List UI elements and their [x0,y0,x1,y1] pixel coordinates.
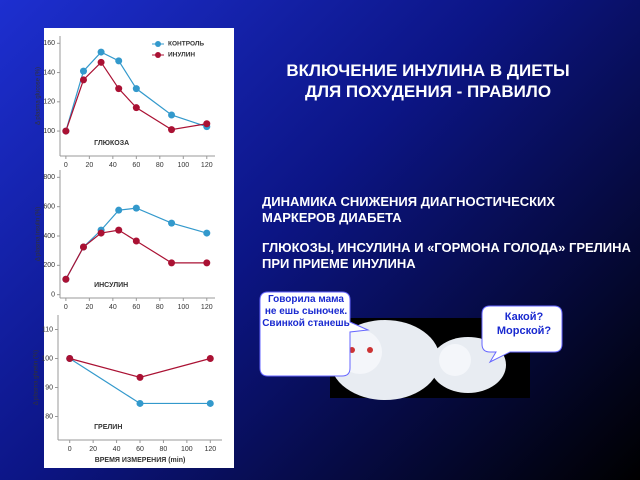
x-tick-label: 120 [201,162,213,169]
x-tick-label: 40 [109,304,117,311]
y-tick-label: 600 [43,204,55,211]
y-tick-label: 0 [51,292,55,299]
point [97,58,105,66]
y-tick-label: 80 [45,413,53,420]
point [136,399,144,407]
x-tick-label: 80 [156,162,164,169]
point [62,127,70,135]
y-tick-label: 140 [43,69,55,76]
x-tick-label: 60 [132,162,140,169]
point [115,85,123,93]
point [203,259,211,267]
panel-label: ИНСУЛИН [94,282,128,289]
point [115,226,123,234]
point [132,237,140,245]
y-tick-label: 120 [43,99,55,106]
point [132,104,140,112]
x-tick-label: 40 [109,162,117,169]
legend-swatch [155,41,161,47]
x-tick-label: 20 [85,304,93,311]
x-tick-label: 100 [177,162,189,169]
bubble-text: Какой? Морской? [496,311,552,337]
x-tick-label: 80 [156,304,164,311]
point [132,85,140,93]
x-tick-label: 100 [181,446,193,453]
point [79,67,87,75]
panel-label: ГЛЮКОЗА [94,140,129,147]
x-tick-label: 20 [89,446,97,453]
y-tick-label: 800 [43,174,55,181]
y-tick-label: 400 [43,233,55,240]
x-tick-label: 100 [177,304,189,311]
point [62,275,70,283]
y-tick-label: 110 [42,326,53,333]
x-tick-label: 0 [64,162,68,169]
x-tick-label: 120 [201,304,213,311]
point [136,373,144,381]
x-tick-label: 0 [64,304,68,311]
legend-label: КОНТРОЛЬ [168,41,204,48]
legend-label: ИНУЛИН [168,52,195,59]
point [206,355,214,362]
bubble [481,305,563,364]
bubble [259,291,370,377]
x-axis-label: ВРЕМЯ ИЗМЕРЕНИЯ (min) [95,457,186,464]
point [97,229,105,237]
x-tick-label: 60 [136,446,144,453]
x-tick-label: 120 [204,446,216,453]
point [79,243,87,251]
x-tick-label: 60 [132,304,140,311]
point [203,120,211,128]
point [132,204,140,212]
point [115,57,123,65]
x-tick-label: 40 [113,446,121,453]
y-tick-label: 160 [43,40,55,47]
x-tick-label: 20 [85,162,93,169]
point [115,206,123,214]
y-axis-label: Δ plasma insulin (%) [36,207,42,261]
y-axis-label: Δ plasma glucose (%) [36,67,42,125]
legend-swatch [155,52,161,58]
subtitle: ГЛЮКОЗЫ, ИНСУЛИНА И «ГОРМОНА ГОЛОДА» ГРЕ… [262,240,631,271]
bubble-text: Какой? Морской? [496,311,552,337]
point [79,76,87,84]
point [168,126,176,134]
panel-label: ГРЕЛИН [94,424,122,431]
y-tick-label: 200 [43,262,55,269]
point [203,229,211,237]
bubble-text: Говорила мама не ешь сыночек. Свинкой ст… [262,294,350,329]
point [168,111,176,119]
point [66,355,74,362]
y-tick-label: 100 [41,355,53,362]
point [168,259,176,267]
bubble-text: Говорила мама не ешь сыночек. Свинкой ст… [262,294,350,329]
slide-title: ВКЛЮЧЕНИЕ ИНУЛИНА В ДИЕТЫ ДЛЯ ПОХУДЕНИЯ … [286,61,570,101]
point [168,219,176,227]
subtitle: ДИНАМИКА СНИЖЕНИЯ ДИАГНОСТИЧЕСКИХ МАРКЕР… [262,194,556,225]
point [97,48,105,56]
x-tick-label: 0 [68,446,72,453]
y-tick-label: 100 [43,128,55,135]
x-tick-label: 80 [160,446,168,453]
point [206,399,214,407]
y-axis-label: Δ plasma ghrelin (%) [34,350,40,405]
y-tick-label: 90 [45,384,53,391]
